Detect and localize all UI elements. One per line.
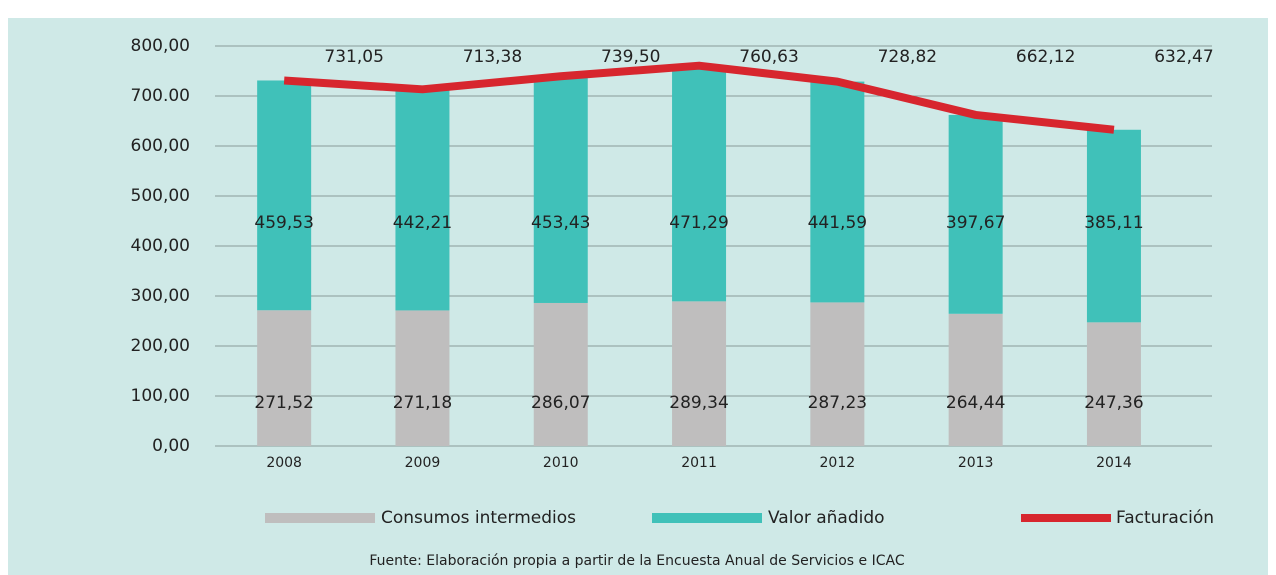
- y-tick-label: 100,00: [131, 386, 190, 406]
- bar-segment: [810, 81, 865, 303]
- data-label: 441,59: [808, 213, 867, 233]
- y-tick-label: 200,00: [131, 336, 190, 356]
- bar-segment: [533, 76, 588, 303]
- data-label: 471,29: [669, 213, 728, 233]
- data-label: 442,21: [393, 213, 452, 233]
- legend-swatch: [265, 513, 375, 523]
- y-tick-label: 500,00: [131, 186, 190, 206]
- x-tick-label: 2013: [958, 455, 994, 471]
- data-label: 731,05: [324, 47, 383, 67]
- data-label: 271,18: [393, 393, 452, 413]
- y-tick-label: 400,00: [131, 236, 190, 256]
- source-note: Fuente: Elaboración propia a partir de l…: [369, 553, 904, 569]
- x-tick-label: 2008: [266, 455, 302, 471]
- data-label: 728,82: [878, 47, 937, 67]
- data-label: 286,07: [531, 393, 590, 413]
- data-label: 271,52: [254, 393, 313, 413]
- x-tick-label: 2010: [543, 455, 579, 471]
- legend-label: Consumos intermedios: [381, 508, 576, 528]
- data-label: 760,63: [739, 47, 798, 67]
- bar-segment: [948, 114, 1003, 314]
- bar-segment: [533, 302, 588, 446]
- data-label: 662,12: [1016, 47, 1075, 67]
- x-tick-label: 2012: [820, 455, 856, 471]
- data-label: 453,43: [531, 213, 590, 233]
- y-tick-label: 800,00: [131, 36, 190, 56]
- legend-swatch: [652, 513, 762, 523]
- x-tick-label: 2014: [1096, 455, 1132, 471]
- data-label: 264,44: [946, 393, 1005, 413]
- bar-segment: [1086, 129, 1141, 323]
- bar-segment: [395, 310, 450, 446]
- line: [283, 61, 1115, 134]
- bar-segment: [1086, 322, 1141, 446]
- data-label: 739,50: [601, 47, 660, 67]
- data-label: 289,34: [669, 393, 728, 413]
- legend-label: Facturación: [1116, 508, 1214, 528]
- bar-segment: [672, 301, 727, 446]
- data-label: 247,36: [1084, 393, 1143, 413]
- data-label: 713,38: [463, 47, 522, 67]
- data-label: 385,11: [1084, 213, 1143, 233]
- data-label: 287,23: [808, 393, 867, 413]
- x-tick-label: 2011: [681, 455, 717, 471]
- x-tick-label: 2009: [405, 455, 441, 471]
- data-label: 459,53: [254, 213, 313, 233]
- bar-segment: [810, 302, 865, 446]
- bar-segment: [948, 313, 1003, 446]
- bar-segment: [257, 80, 312, 311]
- bar-segment: [395, 89, 450, 311]
- legend-label: Valor añadido: [768, 508, 885, 528]
- bar-segment: [672, 65, 727, 302]
- legend-swatch: [1021, 514, 1111, 522]
- y-tick-label: 0,00: [152, 436, 190, 456]
- bar-segment: [257, 310, 312, 446]
- data-label: 632,47: [1154, 47, 1213, 67]
- data-label: 397,67: [946, 213, 1005, 233]
- y-tick-label: 700.00: [131, 86, 190, 106]
- y-tick-label: 600,00: [131, 136, 190, 156]
- y-tick-label: 300,00: [131, 286, 190, 306]
